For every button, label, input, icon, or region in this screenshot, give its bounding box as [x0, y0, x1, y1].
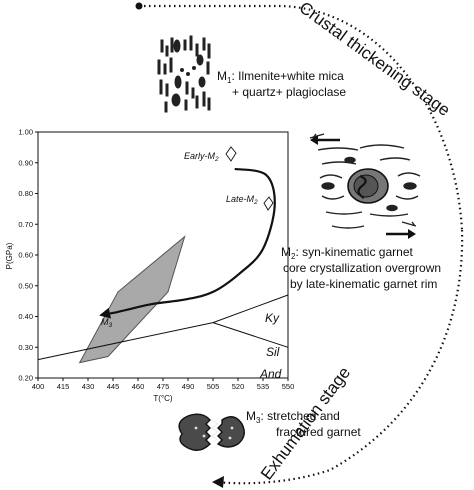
m1-texture-icon	[157, 35, 211, 113]
shear-sense-arrows	[310, 135, 416, 239]
sillimanite-field-label: Sil	[266, 345, 280, 359]
m1-label: M1: Ilmenite+white mica	[217, 69, 344, 85]
m3-pt-field	[78, 235, 186, 364]
m2-label: M2: syn-kinematic garnet	[281, 245, 414, 261]
early-m2-label: Early-M2	[184, 151, 219, 163]
exhumation-arrowhead	[212, 476, 224, 488]
m3-garnet-icon	[178, 413, 245, 451]
y-tick-label: 0.50	[18, 281, 33, 290]
y-tick-label: 1.00	[18, 128, 33, 137]
m3-label: M3: stretched and	[246, 409, 340, 425]
y-tick-label: 0.70	[18, 220, 33, 229]
y-tick-label: 0.30	[18, 343, 33, 352]
m1-label-line2: + quartz+ plagioclase	[232, 85, 346, 99]
m3-path-label: M3	[101, 317, 113, 329]
x-tick-label: 550	[282, 382, 295, 391]
m2-label-line3: by late-kinematic garnet rim	[290, 277, 437, 291]
stage-arc	[135, 2, 464, 488]
y-tick-label: 0.20	[18, 374, 33, 383]
sil-and-boundary	[212, 322, 289, 348]
x-tick-label: 535	[257, 382, 270, 391]
late-m2-label: Late-M2	[226, 194, 258, 206]
x-tick-label: 490	[182, 382, 195, 391]
x-axis-ticks: 400 415 430 445 460 475 490 505 520 535 550	[32, 378, 295, 391]
x-tick-label: 400	[32, 382, 45, 391]
kyanite-field-label: Ky	[265, 311, 280, 325]
exhumation-title: Exhumation stage	[257, 363, 354, 483]
x-tick-label: 430	[82, 382, 95, 391]
ky-sil-boundary	[212, 294, 289, 324]
y-tick-label: 0.80	[18, 189, 33, 198]
m2-texture-icon	[309, 133, 421, 229]
x-tick-label: 445	[107, 382, 120, 391]
m3-label-line2: fractured garnet	[276, 425, 361, 439]
early-m2-garnet-marker	[225, 146, 237, 162]
y-axis-ticks: 0.20 0.30 0.40 0.50 0.60 0.70 0.80 0.90 1.00	[18, 128, 38, 383]
garnet-porphyroblast-icon	[347, 168, 389, 204]
crustal-thickening-arc	[139, 4, 464, 231]
x-tick-label: 475	[157, 382, 170, 391]
late-m2-garnet-marker	[263, 196, 274, 211]
y-tick-label: 0.60	[18, 251, 33, 260]
crustal-thickening-title: Crustal thickening stage	[296, 0, 454, 120]
y-tick-label: 0.90	[18, 158, 33, 167]
x-tick-label: 460	[132, 382, 145, 391]
pt-chart: 0.20 0.30 0.40 0.50 0.60 0.70 0.80 0.90 1.00 400…	[5, 128, 294, 404]
y-tick-label: 0.40	[18, 312, 33, 321]
x-axis-label: T(°C)	[153, 394, 173, 403]
ky-and-boundary	[37, 322, 214, 361]
pt-path-arrow	[99, 167, 276, 319]
x-tick-label: 415	[57, 382, 70, 391]
y-axis-label: P(GPa)	[5, 242, 14, 269]
m2-label-line2: core crystallization overgrown	[283, 261, 441, 275]
x-tick-label: 520	[232, 382, 245, 391]
andalusite-field-label: And	[259, 367, 282, 381]
x-tick-label: 505	[207, 382, 220, 391]
